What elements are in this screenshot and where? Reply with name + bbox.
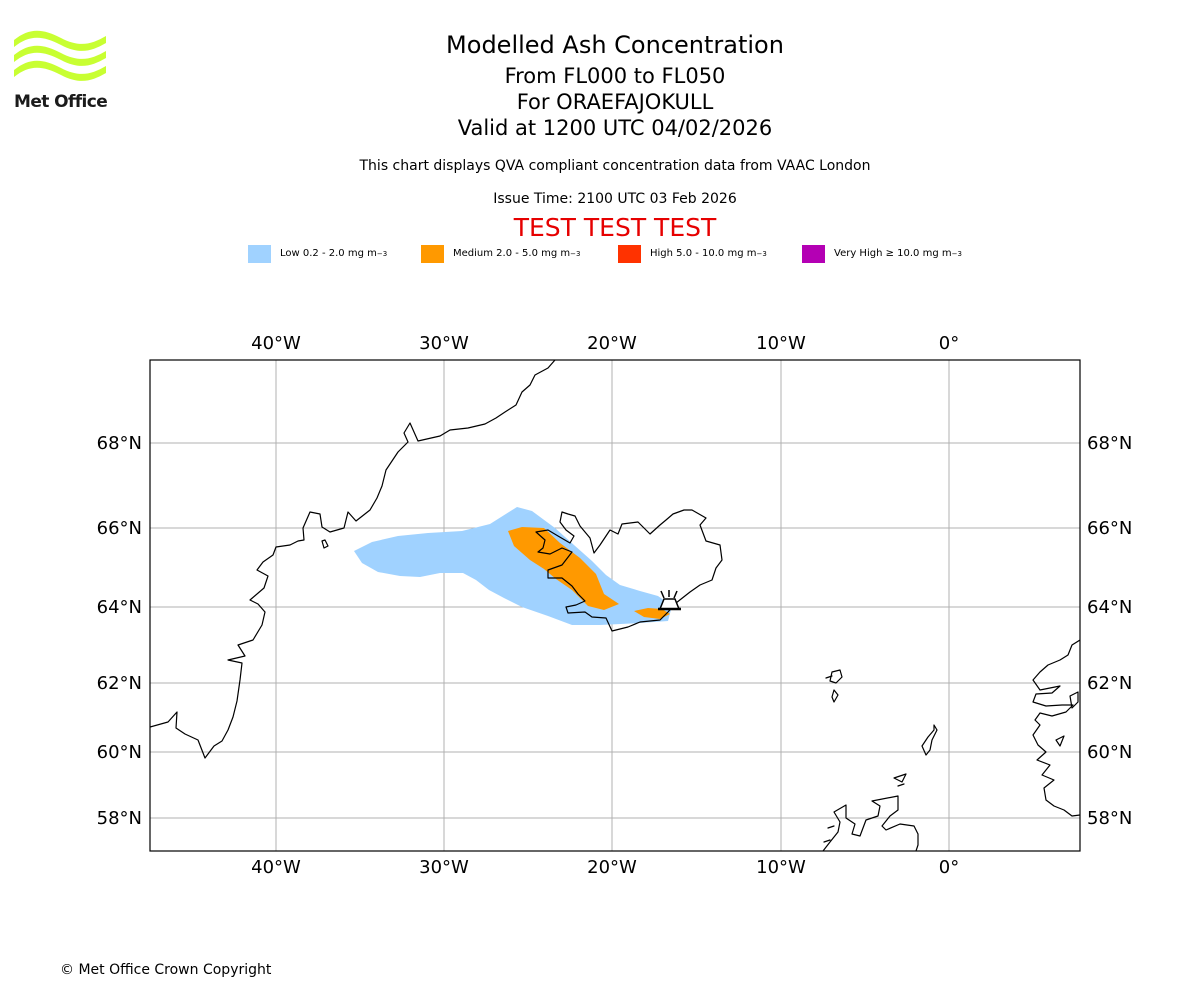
test-banner: TEST TEST TEST bbox=[513, 213, 717, 242]
coastlines bbox=[150, 360, 1080, 851]
legend-swatch-medium bbox=[421, 244, 444, 263]
lat-tick-label: 64°N bbox=[1087, 597, 1132, 618]
lon-tick-label: 0° bbox=[939, 333, 959, 354]
map-frame bbox=[149, 359, 1081, 852]
lat-tick-label: 66°N bbox=[1087, 518, 1132, 539]
volcano-icon bbox=[658, 590, 681, 611]
chart-description: This chart displays QVA compliant concen… bbox=[359, 158, 871, 174]
map-gridlines bbox=[150, 360, 1080, 851]
coastline-shetland bbox=[921, 724, 938, 756]
coastline-hebrides bbox=[823, 825, 835, 843]
lon-tick-label: 20°W bbox=[587, 857, 637, 878]
lon-tick-label: 40°W bbox=[251, 857, 301, 878]
lat-tick-label: 62°N bbox=[1087, 673, 1132, 694]
legend-label-high: High 5.0 - 10.0 mg m bbox=[650, 248, 757, 259]
issue-time: Issue Time: 2100 UTC 03 Feb 2026 bbox=[493, 191, 737, 207]
lon-tick-label: 10°W bbox=[756, 333, 806, 354]
coastline-iceland bbox=[535, 509, 723, 632]
lon-tick-label: 0° bbox=[939, 857, 959, 878]
chart-title: Modelled Ash Concentration bbox=[446, 31, 784, 59]
legend: Low 0.2 - 2.0 mg m −3 Medium 2.0 - 5.0 mg… bbox=[0, 244, 1200, 264]
lon-tick-label: 30°W bbox=[419, 857, 469, 878]
legend-item-low: Low 0.2 - 2.0 mg m −3 bbox=[248, 244, 387, 263]
legend-item-medium: Medium 2.0 - 5.0 mg m −3 bbox=[421, 244, 580, 263]
flight-levels: From FL000 to FL050 bbox=[504, 64, 726, 88]
legend-label-very-high: Very High ≥ 10.0 mg m bbox=[834, 248, 952, 259]
legend-swatch-high bbox=[618, 244, 641, 263]
lat-tick-label: 66°N bbox=[97, 518, 142, 539]
lon-tick-label: 10°W bbox=[756, 857, 806, 878]
legend-unit-exponent: −3 bbox=[376, 249, 388, 258]
lat-tick-label: 64°N bbox=[97, 597, 142, 618]
legend-swatch-low bbox=[248, 244, 271, 263]
lat-tick-label: 58°N bbox=[1087, 808, 1132, 829]
valid-time: Valid at 1200 UTC 04/02/2026 bbox=[457, 116, 773, 140]
copyright-notice: © Met Office Crown Copyright bbox=[60, 962, 272, 978]
coastline-orkney bbox=[893, 773, 907, 787]
lat-tick-label: 62°N bbox=[97, 673, 142, 694]
legend-unit-exponent: −3 bbox=[951, 249, 962, 258]
coastline-norway-islands bbox=[1055, 691, 1079, 747]
lon-tick-label: 30°W bbox=[419, 333, 469, 354]
volcano-name: For ORAEFAJOKULL bbox=[516, 90, 714, 114]
coastline-faroes bbox=[825, 669, 843, 703]
met-office-logo-text: Met Office bbox=[14, 92, 108, 112]
coastline-scotland bbox=[822, 795, 919, 851]
lat-tick-label: 58°N bbox=[97, 808, 142, 829]
ash-area-medium bbox=[634, 608, 670, 619]
coastline-greenland-inlet bbox=[321, 539, 329, 549]
lat-tick-label: 60°N bbox=[97, 742, 142, 763]
legend-swatch-very-high bbox=[802, 244, 825, 263]
legend-item-high: High 5.0 - 10.0 mg m −3 bbox=[618, 244, 767, 263]
lat-tick-label: 68°N bbox=[97, 433, 142, 454]
lat-tick-label: 60°N bbox=[1087, 742, 1132, 763]
legend-unit-exponent: −3 bbox=[570, 249, 581, 258]
legend-label-low: Low 0.2 - 2.0 mg m bbox=[280, 248, 377, 259]
coastline-norway bbox=[1032, 639, 1080, 817]
legend-item-very-high: Very High ≥ 10.0 mg m −3 bbox=[802, 244, 962, 263]
lon-tick-label: 40°W bbox=[251, 333, 301, 354]
ash-area-medium bbox=[508, 527, 619, 610]
met-office-logo-waves bbox=[14, 30, 106, 81]
coastline-greenland bbox=[150, 360, 556, 759]
lon-tick-label: 20°W bbox=[587, 333, 637, 354]
lat-tick-label: 68°N bbox=[1087, 433, 1132, 454]
met-office-logo: Met Office bbox=[14, 30, 108, 112]
legend-label-medium: Medium 2.0 - 5.0 mg m bbox=[453, 248, 571, 259]
legend-unit-exponent: −3 bbox=[756, 249, 767, 258]
